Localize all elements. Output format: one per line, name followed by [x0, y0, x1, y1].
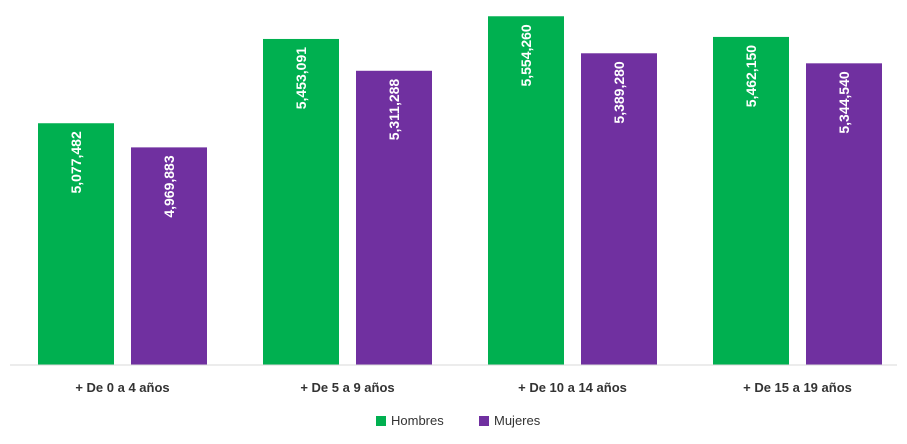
- bar-mujeres-1: [356, 70, 432, 365]
- data-label-hombres-0: 5,077,482: [68, 131, 84, 193]
- bar-hombres-0: [38, 123, 114, 365]
- bar-hombres-3: [713, 36, 789, 366]
- legend-swatch-mujeres: [479, 416, 489, 426]
- data-label-hombres-1: 5,453,091: [293, 47, 309, 109]
- bar-mujeres-3: [806, 63, 882, 365]
- legend-label-hombres: Hombres: [391, 413, 444, 428]
- legend: Hombres Mujeres: [376, 413, 541, 428]
- bars-layer: [38, 16, 882, 366]
- data-label-mujeres-0: 4,969,883: [161, 155, 177, 217]
- bar-hombres-2: [488, 16, 564, 366]
- legend-swatch-hombres: [376, 416, 386, 426]
- data-label-mujeres-1: 5,311,288: [386, 79, 402, 141]
- bar-mujeres-2: [581, 53, 657, 365]
- category-label-0: + De 0 a 4 años: [75, 380, 169, 395]
- bar-mujeres-0: [131, 147, 207, 365]
- category-label-2: + De 10 a 14 años: [518, 380, 627, 395]
- data-label-mujeres-3: 5,344,540: [836, 71, 852, 133]
- data-label-hombres-3: 5,462,150: [743, 45, 759, 107]
- category-label-1: + De 5 a 9 años: [300, 380, 394, 395]
- data-label-hombres-2: 5,554,260: [518, 24, 534, 86]
- data-labels-layer: 5,077,482 4,969,883 5,453,091 5,311,288 5,55…: [68, 24, 852, 218]
- bar-hombres-1: [263, 38, 339, 365]
- data-label-mujeres-2: 5,389,280: [611, 61, 627, 123]
- category-labels-layer: + De 0 a 4 años + De 5 a 9 años + De 10 a …: [75, 380, 852, 395]
- category-label-3: + De 15 a 19 años: [743, 380, 852, 395]
- legend-label-mujeres: Mujeres: [494, 413, 541, 428]
